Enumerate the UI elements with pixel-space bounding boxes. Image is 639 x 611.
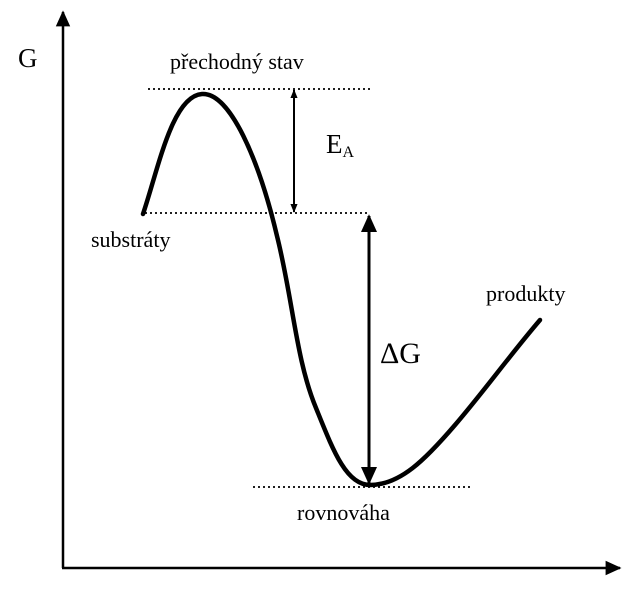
equilibrium-label: rovnováha — [297, 500, 390, 525]
activation-energy-label: EA — [326, 129, 355, 161]
activation-energy-subscript: A — [343, 144, 355, 161]
delta-g-letter: G — [399, 337, 421, 370]
transition-state-label: přechodný stav — [170, 49, 304, 74]
energy-curve — [140, 91, 543, 488]
delta-g-label: ΔG — [380, 337, 421, 370]
activation-energy-main: E — [326, 129, 343, 159]
substrates-label: substráty — [91, 227, 170, 252]
products-label: produkty — [486, 281, 565, 306]
delta-symbol: Δ — [380, 337, 399, 370]
y-axis-label: G — [18, 43, 38, 73]
